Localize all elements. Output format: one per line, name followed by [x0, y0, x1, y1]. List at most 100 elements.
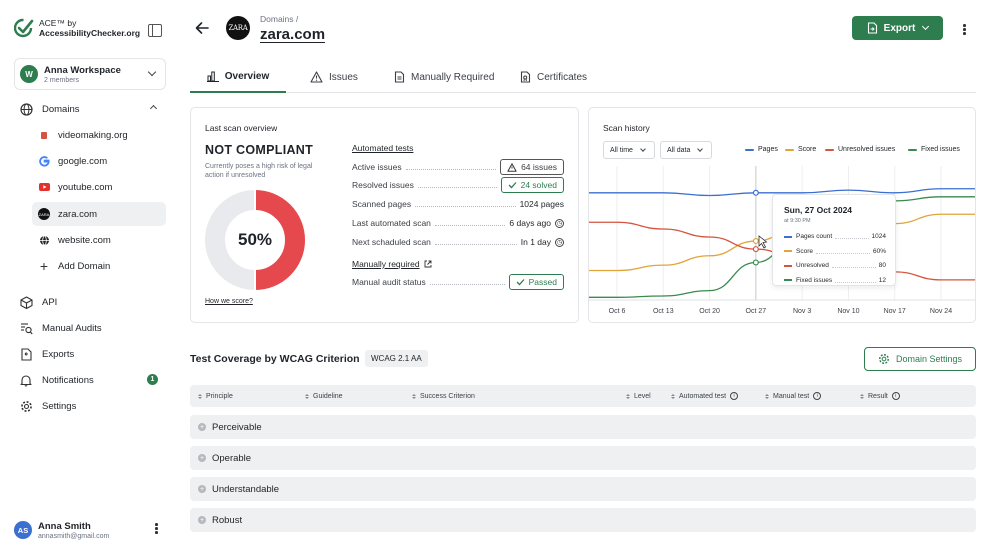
row-value: 64 issues [521, 162, 557, 172]
column-manual-test[interactable]: Manual test i [765, 385, 822, 407]
domain-logo: ZARA [226, 16, 250, 40]
sidebar-item-settings[interactable]: Settings [14, 394, 166, 418]
series-point[interactable] [752, 246, 759, 253]
back-arrow-icon[interactable] [195, 21, 209, 35]
coverage-table-header: Principle Guideline Success Criterion Le… [190, 385, 976, 407]
sidebar-item-domains[interactable]: Domains [14, 97, 166, 121]
page-title[interactable]: zara.com [260, 26, 326, 43]
sidebar-item-api[interactable]: API [14, 290, 166, 314]
sidebar-item-label: Manual Audits [42, 322, 102, 334]
x-tick-label: Nov 24 [930, 308, 952, 315]
more-options-icon[interactable] [963, 23, 966, 36]
row-value: 24 solved [520, 180, 557, 190]
x-tick-label: Nov 3 [793, 308, 811, 315]
tooltip-leader [831, 267, 876, 268]
domain-item-youtube[interactable]: youtube.com [32, 175, 166, 199]
group-row-perceivable[interactable]: + Perceivable [190, 415, 976, 439]
resolved-issues-pill[interactable]: 24 solved [500, 177, 564, 193]
legend-score[interactable]: Score [785, 146, 816, 153]
time-range-select[interactable]: All time [603, 141, 655, 159]
logo-line-1: ACE™ by [39, 18, 77, 28]
next-scan-row: Next schaduled scan In 1 day ◷ [352, 235, 564, 249]
active-issues-pill[interactable]: 64 issues [500, 159, 564, 175]
compliance-description: Currently poses a high risk of legal act… [205, 163, 313, 179]
data-filter-select[interactable]: All data [660, 141, 712, 159]
tooltip-value: 80 [878, 262, 886, 269]
domain-settings-button[interactable]: Domain Settings [864, 347, 976, 371]
user-profile[interactable]: AS Anna Smith annasmith@gmail.com [14, 516, 166, 544]
column-success-criterion[interactable]: Success Criterion [412, 385, 475, 407]
info-icon[interactable]: i [813, 392, 822, 400]
automated-tests-link[interactable]: Automated tests [352, 143, 414, 153]
select-value: All data [667, 146, 691, 154]
legend-label: Fixed issues [921, 146, 960, 153]
workspace-switcher[interactable]: W Anna Workspace 2 members [14, 58, 166, 90]
domain-item-videomaking[interactable]: videomaking.org [32, 123, 166, 147]
row-value: In 1 day [520, 237, 551, 247]
sidebar-item-notifications[interactable]: Notifications 1 [14, 368, 166, 392]
manual-status-pill[interactable]: Passed [508, 274, 564, 290]
legend-fixed[interactable]: Fixed issues [908, 146, 960, 153]
clock-icon[interactable]: ◷ [555, 218, 564, 228]
document-icon [394, 71, 405, 83]
group-label: Robust [212, 514, 243, 526]
group-row-operable[interactable]: + Operable [190, 446, 976, 470]
row-value: 1024 pages [519, 199, 564, 209]
x-tick-label: Oct 6 [609, 308, 626, 315]
x-tick-label: Oct 13 [653, 308, 674, 315]
series-point[interactable] [752, 189, 759, 196]
domain-item-label: google.com [58, 155, 108, 167]
row-leader [405, 168, 497, 170]
column-automated-test[interactable]: Automated test i [671, 385, 739, 407]
breadcrumb[interactable]: Domains / [260, 14, 299, 24]
sidebar-item-manual-audits[interactable]: Manual Audits [14, 316, 166, 340]
domain-item-zara[interactable]: ZARA zara.com [32, 202, 166, 226]
column-guideline[interactable]: Guideline [305, 385, 343, 407]
group-row-understandable[interactable]: + Understandable [190, 477, 976, 501]
legend-unresolved[interactable]: Unresolved issues [825, 146, 895, 153]
column-level[interactable]: Level [626, 385, 651, 407]
sidebar-toggle-icon[interactable] [148, 24, 162, 37]
app-logo[interactable]: ACE™ by AccessibilityChecker.org [14, 18, 140, 38]
manually-required-link[interactable]: Manually required [352, 259, 432, 269]
series-point[interactable] [752, 259, 759, 266]
info-icon[interactable]: i [730, 392, 739, 400]
tab-label: Issues [329, 71, 358, 83]
domain-item-website[interactable]: website.com [32, 228, 166, 252]
clock-icon[interactable]: ◷ [555, 237, 564, 247]
legend-swatch [825, 148, 834, 151]
tab-issues[interactable]: Issues [310, 62, 358, 92]
group-row-robust[interactable]: + Robust [190, 508, 976, 532]
tooltip-swatch [784, 264, 792, 267]
button-label: Domain Settings [895, 354, 963, 364]
tab-manually-required[interactable]: Manually Required [394, 62, 494, 92]
row-leader [434, 224, 506, 226]
column-result[interactable]: Result i [860, 385, 900, 407]
tab-certificates[interactable]: Certificates [520, 62, 587, 92]
domain-item-label: youtube.com [58, 181, 113, 193]
chevron-up-icon[interactable] [149, 104, 158, 113]
youtube-favicon-icon [38, 181, 50, 193]
logo-check-icon [14, 18, 34, 38]
scanned-pages-row: Scanned pages 1024 pages [352, 197, 564, 211]
info-icon[interactable]: i [891, 392, 900, 400]
active-issues-row: Active issues 64 issues [352, 159, 564, 175]
legend-pages[interactable]: Pages [745, 146, 778, 153]
card-title: Last scan overview [205, 123, 278, 133]
export-button[interactable]: Export [852, 16, 943, 40]
tooltip-date: Sun, 27 Oct 2024 [784, 205, 853, 215]
how-we-score-link[interactable]: How we score? [205, 298, 253, 305]
column-principle[interactable]: Principle [198, 385, 233, 407]
series-point[interactable] [752, 238, 759, 245]
sidebar-item-label: Domains [42, 103, 80, 115]
tooltip-value: 60% [872, 247, 886, 255]
sidebar-item-exports[interactable]: Exports [14, 342, 166, 366]
group-label: Understandable [212, 483, 280, 495]
export-file-icon [867, 22, 877, 34]
tab-overview[interactable]: Overview [190, 62, 286, 93]
user-menu-icon[interactable] [155, 522, 158, 535]
domain-item-google[interactable]: google.com [32, 149, 166, 173]
add-domain-button[interactable]: + Add Domain [32, 254, 166, 278]
tooltip-label: Pages count [796, 233, 833, 240]
column-label: Success Criterion [420, 392, 475, 400]
